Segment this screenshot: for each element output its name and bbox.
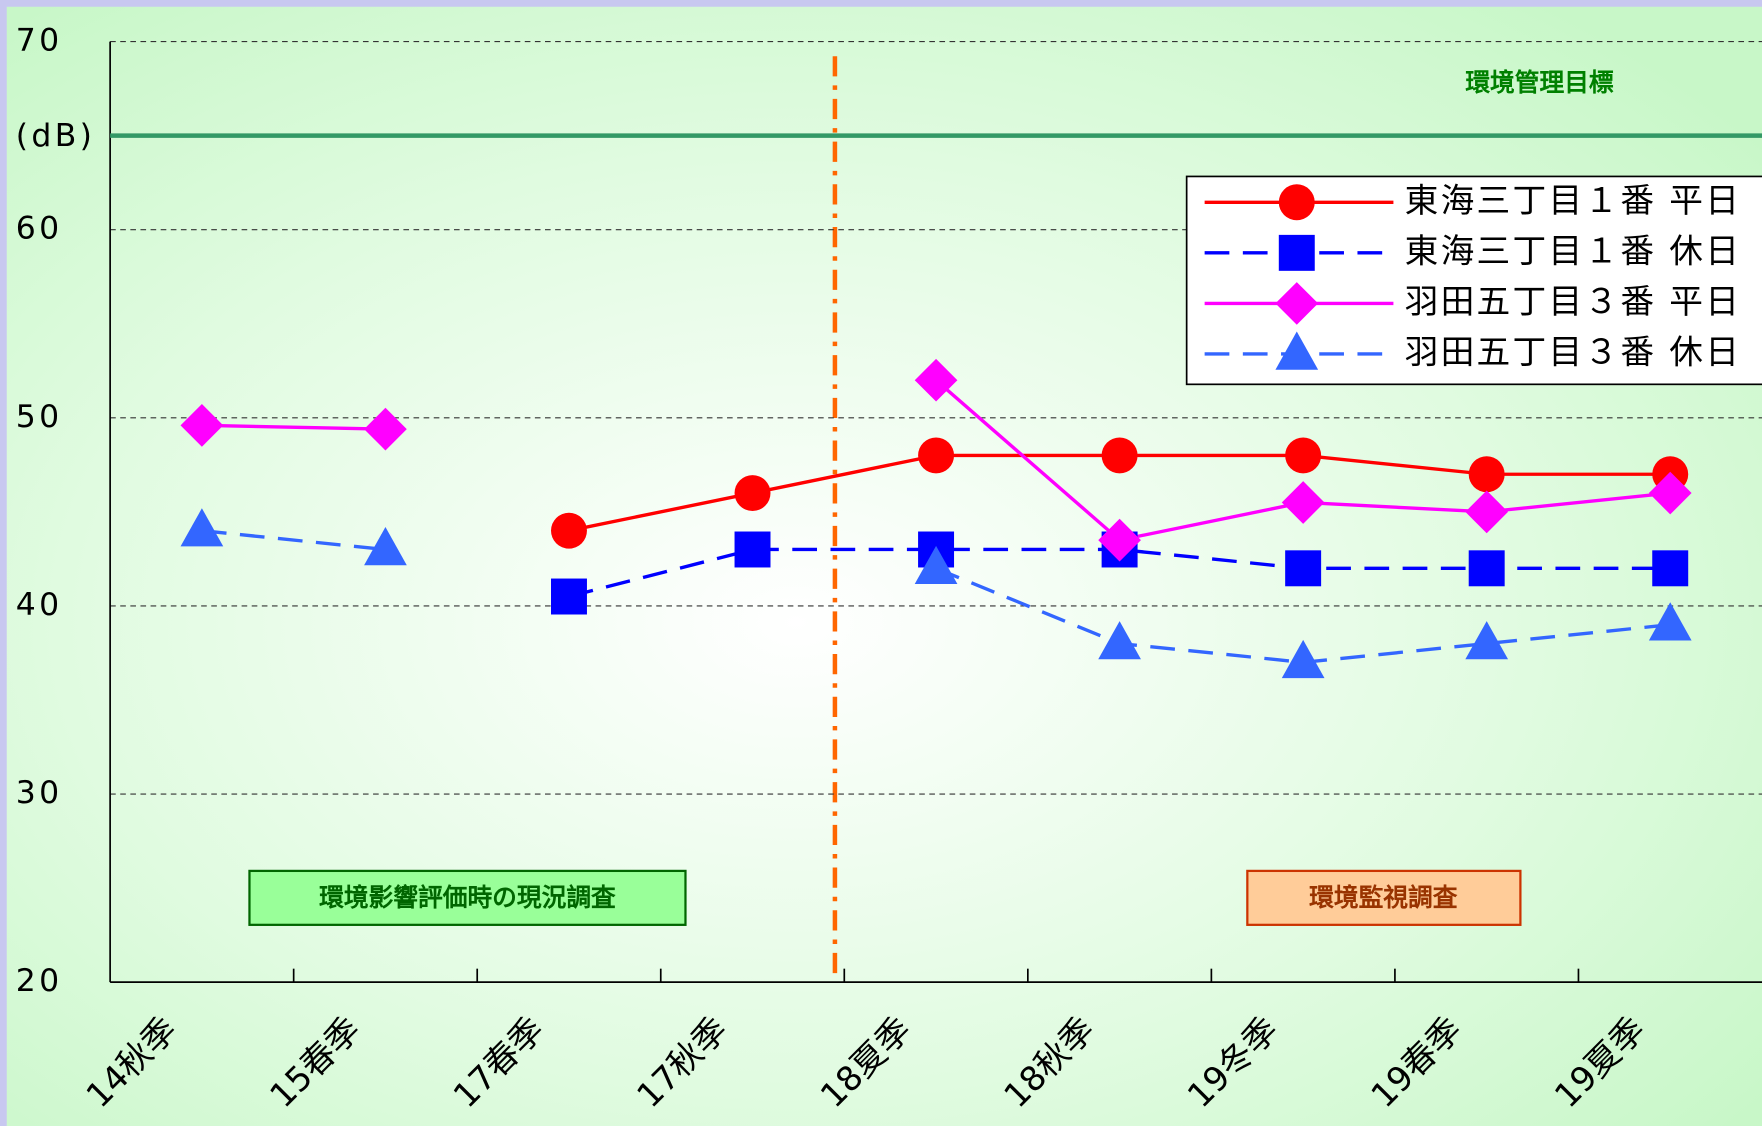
target-label: 環境管理目標: [1465, 68, 1614, 97]
legend-label: 羽田五丁目３番 平日: [1405, 282, 1742, 321]
y-tick-label: 50: [16, 399, 63, 435]
data-point: [914, 545, 958, 585]
annotation: 環境影響評価時の現況調査: [319, 883, 616, 912]
legend-marker: [1275, 282, 1319, 325]
y-tick-label: 30: [16, 775, 63, 811]
data-point: [550, 578, 587, 615]
data-point: [180, 403, 224, 447]
data-point: [734, 475, 771, 512]
y-tick-label: 40: [16, 587, 63, 623]
data-point: [1101, 437, 1138, 474]
y-tick-label: 70: [16, 23, 63, 59]
data-point: [734, 531, 771, 568]
data-point: [1465, 621, 1509, 660]
data-point: [1098, 518, 1141, 562]
y-axis-label: (dB): [16, 118, 96, 154]
annotation-box: [1246, 869, 1522, 926]
data-point: [1098, 621, 1141, 660]
annotation: 環境監視調査: [1309, 883, 1458, 912]
data-point: [914, 358, 958, 402]
data-point: [364, 407, 407, 451]
data-point: [1285, 550, 1322, 587]
data-point: [1281, 639, 1325, 679]
legend-marker: [1278, 184, 1315, 221]
data-point: [1648, 602, 1692, 641]
data-point: [1652, 550, 1689, 587]
legend-marker: [1278, 234, 1315, 271]
data-point: [180, 508, 224, 547]
legend-label: 東海三丁目１番 休日: [1405, 231, 1742, 270]
data-point: [1465, 490, 1509, 534]
legend-label: 羽田五丁目３番 休日: [1405, 332, 1742, 371]
legend-label: 東海三丁目１番 平日: [1405, 181, 1742, 220]
data-point: [1285, 437, 1322, 474]
data-point: [1648, 471, 1692, 515]
y-tick-label: 20: [16, 963, 63, 999]
data-point: [1468, 456, 1505, 493]
y-tick-label: 60: [16, 211, 63, 247]
data-point: [364, 527, 407, 566]
data-point: [918, 437, 955, 474]
annotation-box: [248, 869, 687, 926]
legend-marker: [1275, 331, 1319, 370]
data-point: [1468, 550, 1505, 587]
data-point: [550, 512, 587, 549]
